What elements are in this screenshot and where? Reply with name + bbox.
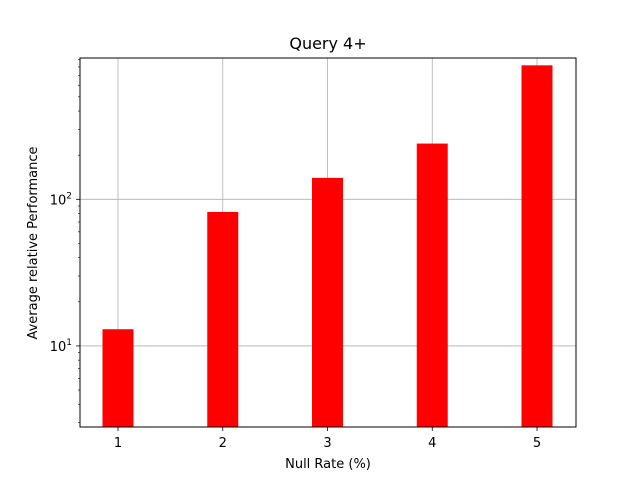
plot-area-frame: [79, 57, 577, 428]
x-tick-label: 1: [114, 436, 122, 451]
x-axis-label: Null Rate (%): [285, 457, 371, 472]
bar: [102, 329, 134, 427]
bar: [416, 143, 448, 428]
bar: [521, 65, 553, 427]
chart-title: Query 4+: [289, 34, 366, 53]
ticks: 1 2 3 4 5 101 102: [50, 59, 541, 451]
y-tick-label: 101: [50, 338, 72, 355]
bar: [207, 211, 239, 427]
x-tick-label: 3: [323, 436, 331, 451]
y-tick-label: 102: [50, 191, 72, 208]
x-tick-label: 5: [533, 436, 541, 451]
x-tick-label: 2: [219, 436, 227, 451]
y-axis-label: Average relative Performance: [26, 146, 41, 339]
bars: [102, 65, 553, 428]
x-tick-label: 4: [428, 436, 436, 451]
bar: [312, 177, 343, 427]
